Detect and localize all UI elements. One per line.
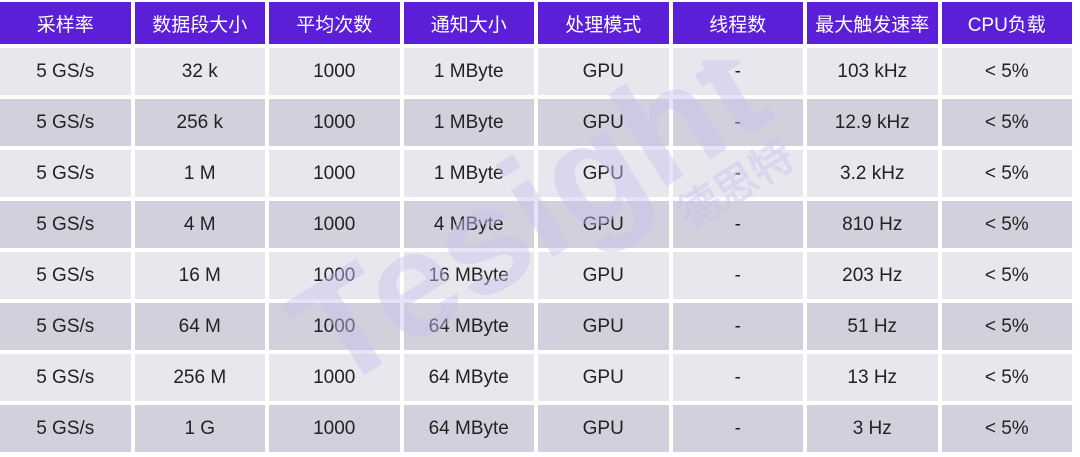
cell-sample-rate: 5 GS/s	[0, 48, 131, 95]
table-row: 5 GS/s 32 k 1000 1 MByte GPU - 103 kHz <…	[0, 48, 1072, 95]
header-cpu-load: CPU负载	[941, 2, 1072, 44]
cell-average-count: 1000	[269, 405, 400, 452]
cell-thread-count: -	[672, 99, 803, 146]
cell-thread-count: -	[672, 150, 803, 197]
cell-sample-rate: 5 GS/s	[0, 99, 131, 146]
cell-max-trigger-rate: 203 Hz	[807, 252, 938, 299]
cell-average-count: 1000	[269, 48, 400, 95]
header-sample-rate: 采样率	[0, 2, 131, 44]
table-row: 5 GS/s 256 M 1000 64 MByte GPU - 13 Hz <…	[0, 354, 1072, 401]
table-row: 5 GS/s 16 M 1000 16 MByte GPU - 203 Hz <…	[0, 252, 1072, 299]
table-row: 5 GS/s 64 M 1000 64 MByte GPU - 51 Hz < …	[0, 303, 1072, 350]
cell-segment-size: 4 M	[134, 201, 265, 248]
cell-max-trigger-rate: 51 Hz	[807, 303, 938, 350]
cell-segment-size: 256 M	[134, 354, 265, 401]
header-average-count: 平均次数	[269, 2, 400, 44]
cell-max-trigger-rate: 13 Hz	[807, 354, 938, 401]
header-processing-mode: 处理模式	[538, 2, 669, 44]
header-segment-size: 数据段大小	[134, 2, 265, 44]
cell-average-count: 1000	[269, 252, 400, 299]
cell-cpu-load: < 5%	[941, 201, 1072, 248]
cell-average-count: 1000	[269, 354, 400, 401]
cell-processing-mode: GPU	[538, 150, 669, 197]
cell-average-count: 1000	[269, 303, 400, 350]
cell-segment-size: 32 k	[134, 48, 265, 95]
cell-thread-count: -	[672, 405, 803, 452]
cell-notify-size: 1 MByte	[403, 150, 534, 197]
cell-max-trigger-rate: 12.9 kHz	[807, 99, 938, 146]
cell-max-trigger-rate: 103 kHz	[807, 48, 938, 95]
table-row: 5 GS/s 1 M 1000 1 MByte GPU - 3.2 kHz < …	[0, 150, 1072, 197]
cell-notify-size: 4 MByte	[403, 201, 534, 248]
cell-notify-size: 16 MByte	[403, 252, 534, 299]
table-row: 5 GS/s 4 M 1000 4 MByte GPU - 810 Hz < 5…	[0, 201, 1072, 248]
cell-cpu-load: < 5%	[941, 252, 1072, 299]
cell-max-trigger-rate: 810 Hz	[807, 201, 938, 248]
cell-notify-size: 64 MByte	[403, 303, 534, 350]
cell-sample-rate: 5 GS/s	[0, 150, 131, 197]
cell-cpu-load: < 5%	[941, 99, 1072, 146]
header-thread-count: 线程数	[672, 2, 803, 44]
cell-cpu-load: < 5%	[941, 354, 1072, 401]
cell-notify-size: 64 MByte	[403, 405, 534, 452]
cell-segment-size: 256 k	[134, 99, 265, 146]
cell-processing-mode: GPU	[538, 252, 669, 299]
table-row: 5 GS/s 1 G 1000 64 MByte GPU - 3 Hz < 5%	[0, 405, 1072, 452]
cell-average-count: 1000	[269, 201, 400, 248]
cell-cpu-load: < 5%	[941, 303, 1072, 350]
cell-notify-size: 64 MByte	[403, 354, 534, 401]
cell-sample-rate: 5 GS/s	[0, 303, 131, 350]
cell-segment-size: 64 M	[134, 303, 265, 350]
header-max-trigger-rate: 最大触发速率	[807, 2, 938, 44]
cell-thread-count: -	[672, 354, 803, 401]
table-header-row: 采样率 数据段大小 平均次数 通知大小 处理模式 线程数 最大触发速率 CPU负…	[0, 2, 1072, 44]
cell-sample-rate: 5 GS/s	[0, 201, 131, 248]
cell-max-trigger-rate: 3.2 kHz	[807, 150, 938, 197]
cell-thread-count: -	[672, 48, 803, 95]
cell-notify-size: 1 MByte	[403, 48, 534, 95]
cell-thread-count: -	[672, 252, 803, 299]
cell-segment-size: 1 M	[134, 150, 265, 197]
cell-processing-mode: GPU	[538, 48, 669, 95]
cell-average-count: 1000	[269, 150, 400, 197]
cell-processing-mode: GPU	[538, 354, 669, 401]
cell-processing-mode: GPU	[538, 303, 669, 350]
cell-segment-size: 16 M	[134, 252, 265, 299]
cell-thread-count: -	[672, 201, 803, 248]
cell-processing-mode: GPU	[538, 405, 669, 452]
cell-sample-rate: 5 GS/s	[0, 252, 131, 299]
cell-processing-mode: GPU	[538, 201, 669, 248]
cell-sample-rate: 5 GS/s	[0, 405, 131, 452]
cell-processing-mode: GPU	[538, 99, 669, 146]
cell-thread-count: -	[672, 303, 803, 350]
cell-cpu-load: < 5%	[941, 150, 1072, 197]
cell-average-count: 1000	[269, 99, 400, 146]
header-notify-size: 通知大小	[403, 2, 534, 44]
cell-segment-size: 1 G	[134, 405, 265, 452]
cell-notify-size: 1 MByte	[403, 99, 534, 146]
cell-sample-rate: 5 GS/s	[0, 354, 131, 401]
cell-cpu-load: < 5%	[941, 48, 1072, 95]
cell-max-trigger-rate: 3 Hz	[807, 405, 938, 452]
table-row: 5 GS/s 256 k 1000 1 MByte GPU - 12.9 kHz…	[0, 99, 1072, 146]
cell-cpu-load: < 5%	[941, 405, 1072, 452]
